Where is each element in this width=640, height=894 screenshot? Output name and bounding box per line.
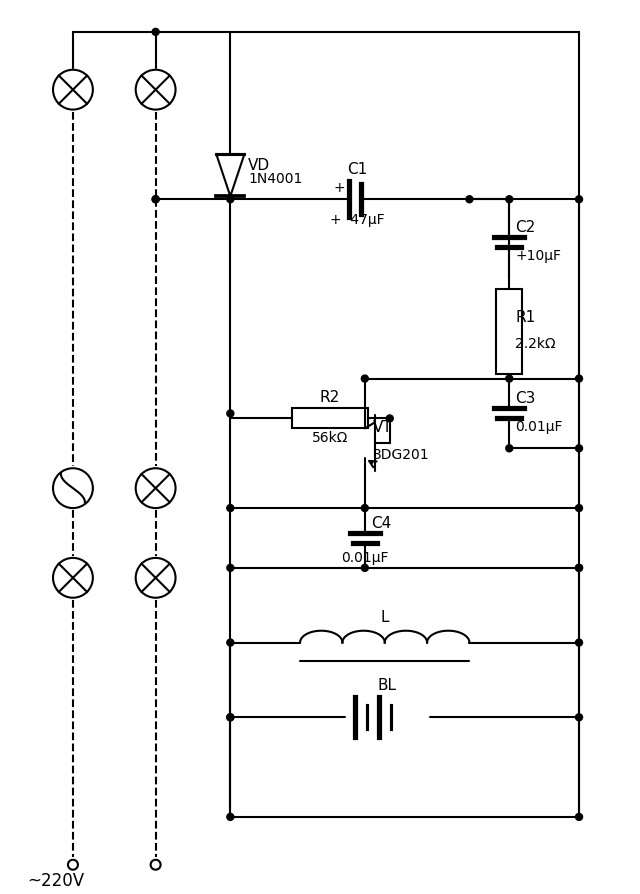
Circle shape xyxy=(575,504,582,511)
Circle shape xyxy=(227,713,234,721)
Text: C3: C3 xyxy=(515,392,536,407)
Text: ~220V: ~220V xyxy=(28,872,84,890)
Circle shape xyxy=(575,639,582,646)
Text: BL: BL xyxy=(378,679,397,694)
Circle shape xyxy=(362,564,368,571)
Circle shape xyxy=(506,196,513,203)
Text: R2: R2 xyxy=(320,391,340,406)
Circle shape xyxy=(152,196,159,203)
Text: R1: R1 xyxy=(515,310,536,325)
Text: 3DG201: 3DG201 xyxy=(373,448,429,462)
Text: 2.2kΩ: 2.2kΩ xyxy=(515,337,556,351)
Text: VD: VD xyxy=(248,158,270,173)
Text: 1N4001: 1N4001 xyxy=(248,173,303,186)
Circle shape xyxy=(575,375,582,382)
Circle shape xyxy=(152,29,159,36)
Circle shape xyxy=(575,196,582,203)
Circle shape xyxy=(506,445,513,451)
Circle shape xyxy=(227,564,234,571)
Bar xyxy=(497,289,522,374)
Circle shape xyxy=(575,445,582,451)
Text: +: + xyxy=(333,181,345,195)
Text: L: L xyxy=(381,610,389,625)
Circle shape xyxy=(227,196,234,203)
Text: 56kΩ: 56kΩ xyxy=(312,432,348,445)
Circle shape xyxy=(227,814,234,821)
Circle shape xyxy=(227,639,234,646)
Text: +10μF: +10μF xyxy=(515,249,561,263)
Circle shape xyxy=(387,415,393,422)
Circle shape xyxy=(466,196,473,203)
Circle shape xyxy=(506,375,513,382)
Circle shape xyxy=(227,410,234,417)
Circle shape xyxy=(362,504,368,511)
Circle shape xyxy=(575,814,582,821)
Circle shape xyxy=(575,564,582,571)
Circle shape xyxy=(575,564,582,571)
Text: C4: C4 xyxy=(371,516,391,531)
Text: C1: C1 xyxy=(347,163,367,177)
Circle shape xyxy=(227,713,234,721)
Circle shape xyxy=(362,375,368,382)
Bar xyxy=(292,409,368,428)
Text: 0.01μF: 0.01μF xyxy=(515,420,563,434)
Text: +  47μF: + 47μF xyxy=(330,213,384,227)
Circle shape xyxy=(152,196,159,203)
Circle shape xyxy=(575,713,582,721)
Text: 0.01μF: 0.01μF xyxy=(341,551,388,565)
Text: C2: C2 xyxy=(515,220,536,234)
Circle shape xyxy=(227,504,234,511)
Text: VT: VT xyxy=(373,420,392,435)
